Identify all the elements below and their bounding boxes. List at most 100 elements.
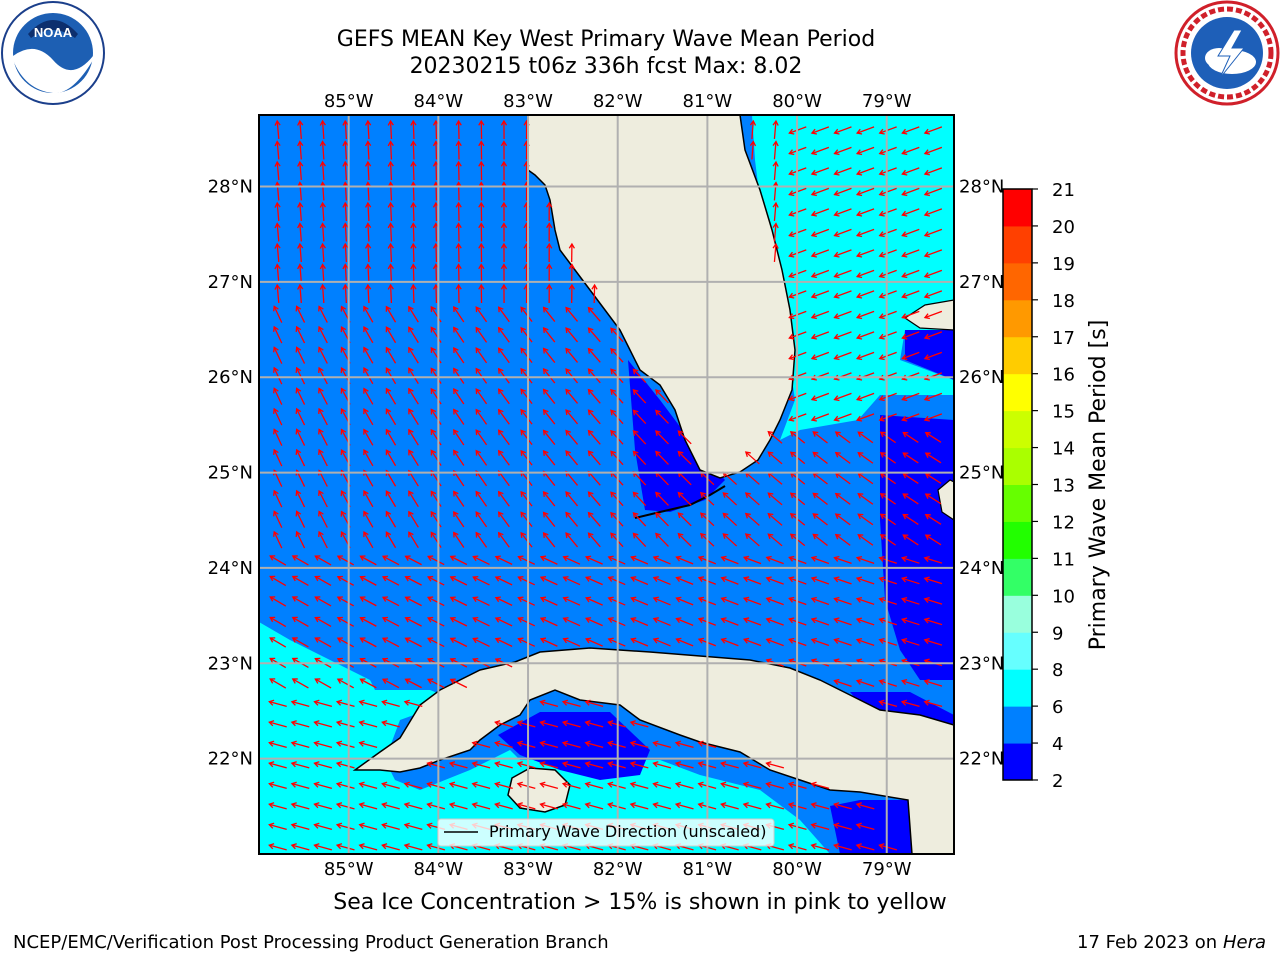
wave-arrow-head <box>448 781 456 788</box>
wave-arrow-head <box>410 140 417 147</box>
wave-arrow <box>314 721 333 728</box>
wave-arrow <box>314 844 333 851</box>
wave-arrow-head <box>833 637 840 644</box>
wave-arrow <box>655 410 669 424</box>
wave-arrow <box>879 351 897 360</box>
wave-arrow-head <box>742 761 749 768</box>
wave-arrow <box>360 678 377 689</box>
wave-arrow-head <box>542 388 549 395</box>
wave-arrow-head <box>359 575 366 582</box>
wave-arrow-head <box>674 740 682 747</box>
wave-arrow <box>811 146 830 155</box>
wave-arrow <box>404 701 423 707</box>
wave-arrow <box>495 803 513 810</box>
wave-arrow <box>743 618 762 626</box>
wave-arrow <box>543 348 556 363</box>
wave-arrow-head <box>274 201 281 208</box>
wave-arrow-head <box>585 555 592 562</box>
wave-arrow <box>856 249 875 257</box>
wave-arrow-head <box>269 596 276 602</box>
wave-arrow <box>291 844 310 851</box>
wave-arrow-head <box>539 555 547 562</box>
wave-arrow-head <box>358 781 365 788</box>
wave-arrow-head <box>901 395 908 402</box>
wave-arrow <box>588 512 601 527</box>
wave-arrow-head <box>744 451 751 458</box>
wave-arrow-head <box>584 699 591 706</box>
wave-arrow <box>543 389 556 404</box>
wave-arrow <box>722 471 738 486</box>
wave-arrow <box>540 638 558 647</box>
wave-arrow <box>767 431 783 444</box>
wave-arrow-head <box>923 210 930 217</box>
wave-arrow <box>585 617 603 627</box>
wave-arrow <box>412 182 415 201</box>
wave-arrow <box>773 223 777 242</box>
wave-arrow-head <box>364 140 372 147</box>
wave-arrow <box>588 430 601 445</box>
wave-arrow <box>273 367 283 385</box>
wave-arrow <box>385 388 397 405</box>
wave-arrow-head <box>539 720 546 727</box>
wave-arrow-head <box>632 450 639 457</box>
wave-arrow <box>653 597 671 606</box>
wave-arrow-head <box>772 119 779 126</box>
wave-arrow <box>543 307 556 322</box>
wave-arrow-head <box>430 326 437 333</box>
wave-arrow-head <box>833 128 840 135</box>
wave-arrow <box>811 803 830 810</box>
wave-arrow <box>318 408 328 426</box>
wave-arrow-head <box>290 720 297 727</box>
wave-arrow <box>473 576 490 586</box>
wave-arrow <box>360 637 377 648</box>
wave-arrow-head <box>336 657 343 664</box>
wave-arrow-head <box>810 354 817 361</box>
wave-arrow-head <box>585 637 592 644</box>
wave-arrow <box>924 639 943 646</box>
map-axis-labels: 85°W85°W84°W84°W83°W83°W82°W82°W81°W81°W… <box>208 91 1005 880</box>
wave-arrow <box>767 451 783 465</box>
wave-arrow <box>292 678 309 689</box>
wave-arrow-head <box>561 781 569 788</box>
wave-arrow <box>677 492 692 506</box>
wave-arrow <box>834 351 852 360</box>
wave-arrow <box>766 638 784 647</box>
wave-arrow-head <box>542 326 549 333</box>
wave-arrow <box>344 120 348 140</box>
period-zone-6-8-east <box>752 115 954 440</box>
wave-arrow <box>405 555 422 566</box>
wave-arrow <box>811 844 830 851</box>
wave-arrow-head <box>810 617 817 624</box>
wave-arrow-head <box>269 657 276 664</box>
wave-arrow <box>743 783 762 789</box>
wave-arrow <box>902 351 920 360</box>
wave-arrow <box>430 388 442 405</box>
wave-arrow-head <box>767 512 774 519</box>
wave-arrow-head <box>699 491 706 498</box>
wave-arrow-head <box>546 283 553 290</box>
wave-arrow-head <box>720 617 727 624</box>
wave-arrow <box>337 637 355 648</box>
wave-arrow-head <box>630 637 637 644</box>
wave-arrow-head <box>765 781 772 788</box>
wave-arrow <box>565 532 579 548</box>
wave-arrow-head <box>426 802 433 809</box>
wave-arrow-head <box>342 119 349 126</box>
wave-arrow-head <box>500 263 508 270</box>
wave-arrow-head <box>879 513 886 520</box>
wave-arrow <box>563 617 581 627</box>
wave-arrow-head <box>788 415 795 422</box>
wave-arrow-head <box>449 596 456 603</box>
wave-arrow <box>653 742 672 748</box>
wave-arrow-head <box>273 325 279 332</box>
wave-arrow-head <box>810 313 817 320</box>
wave-arrow-head <box>749 119 757 126</box>
lon-label-bottom: 79°W <box>862 859 912 880</box>
wave-arrow <box>835 472 851 485</box>
wave-arrow <box>543 512 556 527</box>
wave-arrow <box>412 284 415 304</box>
wave-arrow <box>540 721 559 728</box>
wave-arrow-head <box>878 555 885 562</box>
wave-arrow <box>879 249 897 257</box>
